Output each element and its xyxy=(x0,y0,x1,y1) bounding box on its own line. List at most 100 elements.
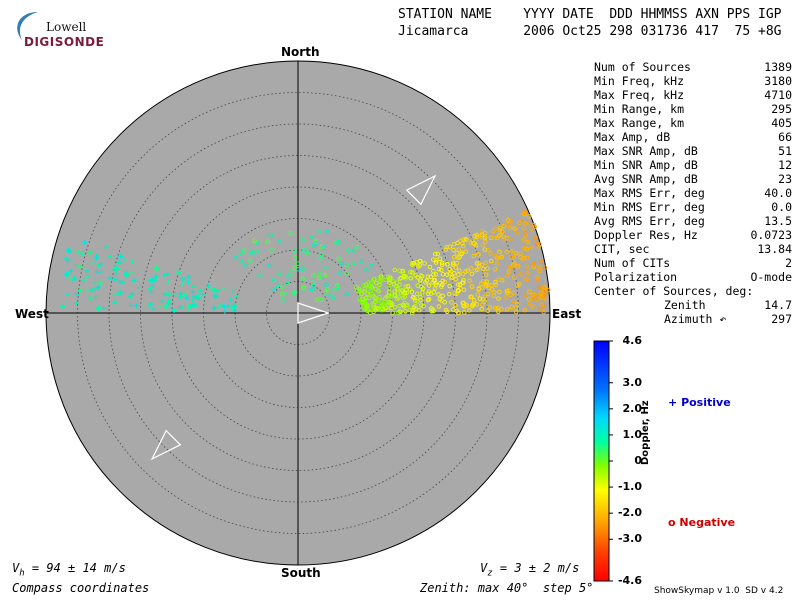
compass-south-label: South xyxy=(281,566,321,580)
positive-source-marker xyxy=(228,297,234,303)
negative-source-marker xyxy=(413,273,418,278)
positive-source-marker xyxy=(73,300,79,306)
positive-source-marker xyxy=(94,253,100,259)
negative-source-marker xyxy=(402,300,407,306)
positive-source-marker xyxy=(186,274,192,280)
stat-row: Doppler Res, Hz 0.0723 xyxy=(594,228,792,242)
negative-source-marker xyxy=(485,266,490,271)
positive-source-marker xyxy=(130,258,136,264)
negative-source-marker xyxy=(535,297,540,302)
negative-source-marker xyxy=(471,301,477,307)
negative-source-marker xyxy=(473,243,479,248)
compass-north-label: North xyxy=(281,45,320,59)
compass-west-label: West xyxy=(15,307,49,321)
negative-source-marker xyxy=(423,280,428,285)
stat-label: Polarization xyxy=(594,270,678,284)
positive-source-marker xyxy=(96,284,102,290)
negative-source-marker xyxy=(469,284,475,289)
negative-source-marker xyxy=(462,310,467,315)
negative-source-marker xyxy=(428,274,433,280)
positive-source-marker xyxy=(186,303,192,309)
negative-source-marker xyxy=(255,241,261,246)
negative-source-marker xyxy=(492,235,498,241)
positive-source-marker xyxy=(148,277,154,283)
negative-source-marker xyxy=(518,272,523,277)
negative-source-marker xyxy=(487,285,492,290)
negative-source-marker xyxy=(404,290,409,296)
negative-source-marker xyxy=(522,246,527,251)
negative-source-marker xyxy=(486,291,491,297)
stat-value: 13.84 xyxy=(757,242,792,256)
negative-source-marker xyxy=(526,270,531,276)
negative-source-marker xyxy=(415,299,420,304)
negative-source-marker xyxy=(439,260,445,266)
positive-source-marker xyxy=(64,291,70,297)
colorbar-tick-label: -2.0 xyxy=(617,506,642,520)
negative-source-marker xyxy=(418,294,423,300)
negative-source-marker xyxy=(523,230,528,236)
lowell-digisonde-logo: Lowell DIGISONDE xyxy=(8,6,104,50)
negative-source-marker xyxy=(336,240,341,245)
positive-source-marker xyxy=(161,272,167,278)
negative-source-marker xyxy=(279,291,285,297)
positive-source-marker xyxy=(118,253,124,259)
positive-source-marker xyxy=(178,290,184,296)
negative-source-marker xyxy=(450,275,455,280)
stat-row: Polarization O-mode xyxy=(594,270,792,284)
positive-source-marker xyxy=(190,289,196,295)
negative-source-marker xyxy=(471,253,476,259)
negative-source-marker xyxy=(254,249,260,255)
negative-source-marker xyxy=(521,226,527,231)
negative-source-marker xyxy=(440,278,446,284)
negative-source-marker xyxy=(511,290,516,296)
positive-source-marker xyxy=(182,277,188,283)
negative-source-marker xyxy=(457,268,462,273)
negative-source-marker xyxy=(491,293,497,299)
negative-source-marker xyxy=(474,232,480,238)
negative-source-marker xyxy=(515,264,521,269)
negative-source-marker xyxy=(513,250,519,256)
negative-source-marker xyxy=(405,283,411,289)
positive-source-marker xyxy=(153,265,159,271)
positive-source-marker xyxy=(145,304,151,310)
positive-source-marker xyxy=(128,302,134,308)
positive-source-marker xyxy=(67,248,73,254)
negative-source-marker xyxy=(449,275,454,281)
negative-source-marker xyxy=(457,254,462,260)
negative-source-marker xyxy=(386,285,392,291)
positive-source-marker xyxy=(162,289,168,295)
stat-label: Avg RMS Err, deg xyxy=(594,214,705,228)
stat-row: Center of Sources, deg: xyxy=(594,284,792,298)
positive-source-marker xyxy=(216,304,222,310)
negative-source-marker xyxy=(421,303,426,309)
positive-source-marker xyxy=(221,286,227,292)
positive-source-marker xyxy=(123,273,129,279)
negative-source-marker xyxy=(536,267,542,273)
negative-source-marker xyxy=(509,219,514,225)
negative-source-marker xyxy=(385,274,391,280)
negative-source-marker xyxy=(526,214,532,219)
compass-east-label: East xyxy=(552,307,582,321)
negative-source-marker xyxy=(376,288,381,294)
negative-source-marker xyxy=(377,294,382,300)
negative-source-marker xyxy=(416,264,421,269)
negative-source-marker xyxy=(505,273,510,279)
negative-source-marker xyxy=(439,262,445,267)
stat-label: Max Amp, dB xyxy=(594,130,671,144)
negative-source-marker xyxy=(539,302,544,307)
positive-source-marker xyxy=(60,304,66,310)
negative-source-marker xyxy=(476,261,481,266)
negative-source-marker xyxy=(464,237,469,242)
velocity-arrow-icon xyxy=(150,429,182,461)
negative-source-marker xyxy=(474,302,480,307)
doppler-colorbar xyxy=(593,340,610,582)
negative-source-marker xyxy=(396,310,401,315)
negative-source-marker xyxy=(317,275,322,281)
negative-source-marker xyxy=(318,256,323,261)
negative-source-marker xyxy=(439,298,444,303)
negative-source-marker xyxy=(411,305,417,310)
positive-source-marker xyxy=(85,273,91,279)
negative-source-marker xyxy=(455,287,461,293)
negative-source-marker xyxy=(479,306,484,312)
